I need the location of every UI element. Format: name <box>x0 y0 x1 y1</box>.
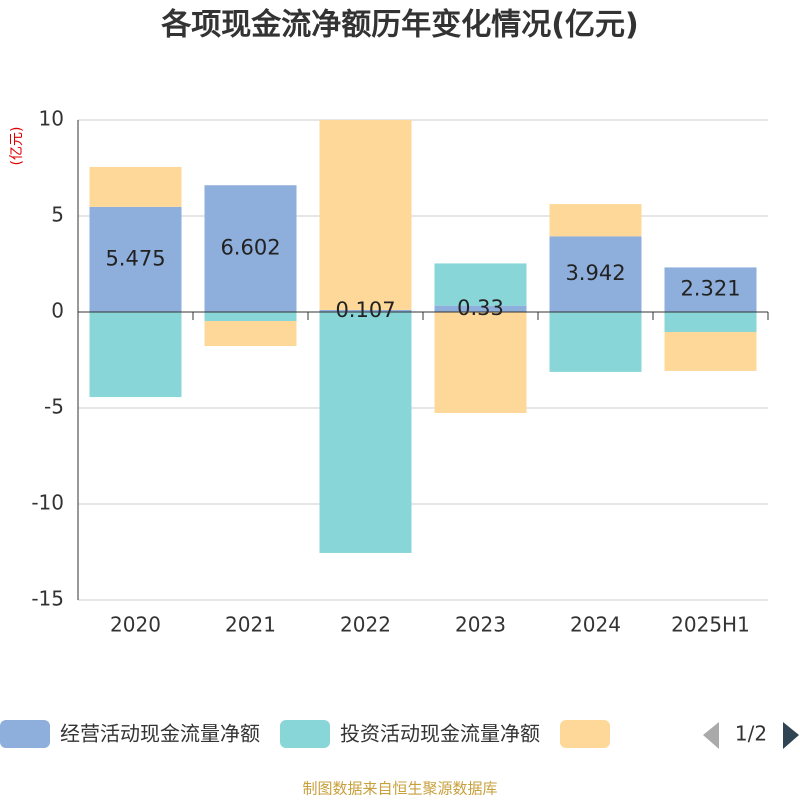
x-tick-label: 2020 <box>110 613 161 637</box>
y-axis-label: (亿元) <box>9 127 25 166</box>
data-label: 0.107 <box>335 298 395 322</box>
legend-label[interactable]: 投资活动现金流量净额 <box>340 722 540 746</box>
data-label: 3.942 <box>565 261 625 285</box>
y-tick-label: 5 <box>51 203 64 227</box>
bar <box>204 185 297 312</box>
y-tick-label: -10 <box>31 491 64 515</box>
x-tick-label: 2024 <box>570 613 621 637</box>
bar <box>664 312 757 332</box>
bar <box>204 312 297 322</box>
legend-swatch[interactable] <box>280 720 330 748</box>
legend-swatch[interactable] <box>0 720 50 748</box>
data-label: 5.475 <box>105 246 165 270</box>
bar <box>549 312 642 372</box>
x-tick-label: 2025H1 <box>671 613 750 637</box>
bar <box>89 312 182 398</box>
bar <box>89 206 182 312</box>
bar <box>434 263 527 306</box>
bar <box>664 331 757 371</box>
legend-page: 1/2 <box>735 722 767 746</box>
bar <box>89 166 182 207</box>
y-tick-label: 0 <box>51 299 64 323</box>
data-label: 2.321 <box>680 277 740 301</box>
x-tick-label: 2022 <box>340 613 391 637</box>
data-label: 0.33 <box>457 296 504 320</box>
x-tick-label: 2023 <box>455 613 506 637</box>
bar <box>549 236 642 312</box>
bar <box>319 312 412 553</box>
bar <box>434 312 527 413</box>
legend-prev[interactable] <box>703 722 719 749</box>
bar <box>319 309 412 312</box>
y-tick-label: 10 <box>39 107 64 131</box>
bar <box>204 321 297 346</box>
bar <box>664 267 757 312</box>
chart-title: 各项现金流净额历年变化情况(亿元) <box>160 8 638 43</box>
data-label: 6.602 <box>220 236 280 260</box>
bar <box>319 120 412 310</box>
x-tick-label: 2021 <box>225 613 276 637</box>
legend-swatch[interactable] <box>560 720 610 748</box>
bar <box>434 305 527 312</box>
bar <box>549 204 642 237</box>
source-note: 制图数据来自恒生聚源数据库 <box>302 780 497 798</box>
y-tick-label: -5 <box>44 395 64 419</box>
y-tick-label: -15 <box>31 587 64 611</box>
legend-label[interactable]: 经营活动现金流量净额 <box>60 722 260 746</box>
legend-next[interactable] <box>783 722 799 749</box>
